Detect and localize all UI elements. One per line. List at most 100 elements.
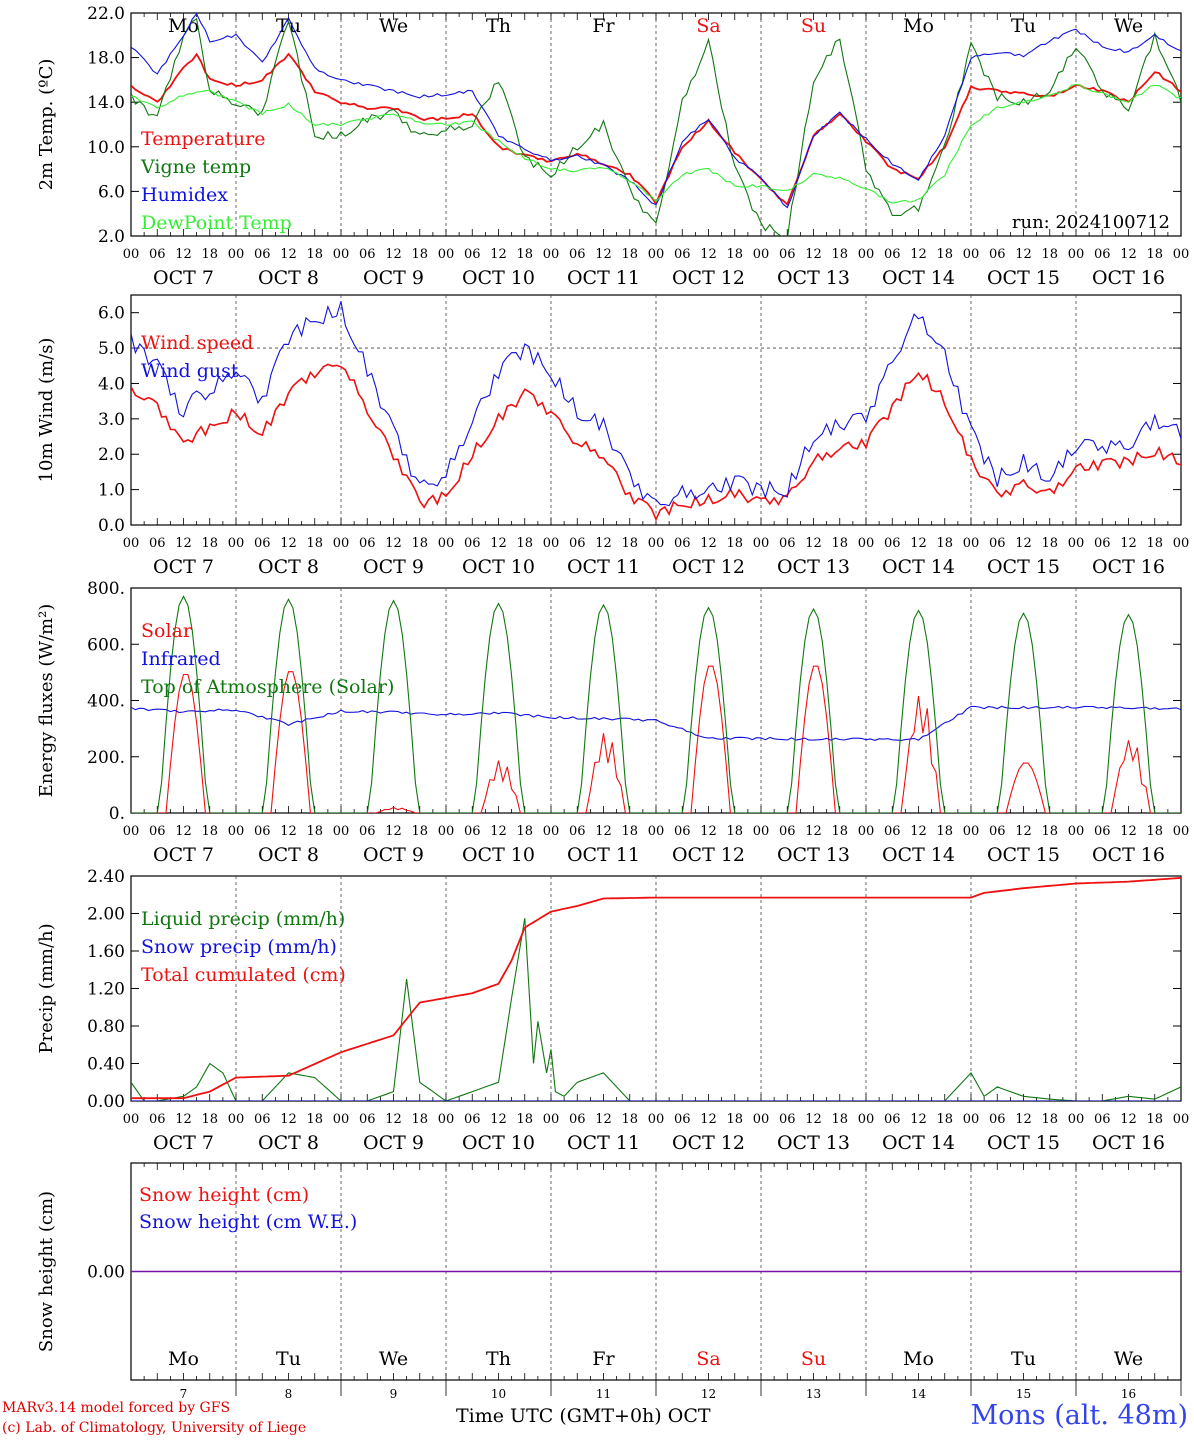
date-label: OCT 13 xyxy=(777,844,850,866)
y-axis-label: Energy fluxes (W/m²) xyxy=(36,604,57,798)
series-line-top-of-atmosphere-solar- xyxy=(131,595,1181,813)
hour-tick-label: 06 xyxy=(464,1112,481,1127)
legend-entry: Total cumulated (cm) xyxy=(141,964,346,986)
hour-tick-label: 06 xyxy=(464,247,481,262)
weekday-label: We xyxy=(379,1348,408,1370)
hour-tick-label: 06 xyxy=(674,824,691,839)
hour-tick-label: 06 xyxy=(464,536,481,551)
hour-tick-label: 12 xyxy=(1120,536,1137,551)
hour-tick-label: 00 xyxy=(963,247,980,262)
hour-tick-label: 00 xyxy=(1068,1112,1085,1127)
weekday-label: Mo xyxy=(903,15,934,37)
hour-tick-label: 06 xyxy=(359,247,376,262)
weekday-label: Mo xyxy=(168,15,199,37)
legend-entry: Snow height (cm) xyxy=(139,1184,309,1206)
y-axis-label: Snow height (cm) xyxy=(36,1191,57,1352)
date-label: OCT 11 xyxy=(567,556,640,578)
date-label: OCT 12 xyxy=(672,1132,745,1154)
hour-tick-label: 00 xyxy=(858,824,875,839)
date-label: OCT 12 xyxy=(672,267,745,289)
hour-tick-label: 00 xyxy=(1173,247,1190,262)
day-number-label: 7 xyxy=(180,1387,188,1401)
legend-entry: Humidex xyxy=(141,184,228,206)
hour-tick-label: 00 xyxy=(648,536,665,551)
lab-credit: (c) Lab. of Climatology, University of L… xyxy=(2,1420,307,1436)
hour-tick-label: 00 xyxy=(1068,247,1085,262)
hour-tick-label: 18 xyxy=(1041,1112,1058,1127)
y-tick-label: 1.60 xyxy=(87,942,125,962)
hour-tick-label: 00 xyxy=(858,536,875,551)
hour-tick-label: 12 xyxy=(490,536,507,551)
day-number-label: 8 xyxy=(285,1387,293,1401)
hour-tick-label: 18 xyxy=(516,536,533,551)
hour-tick-label: 12 xyxy=(910,1112,927,1127)
y-tick-label: 400. xyxy=(87,692,125,712)
hour-tick-label: 00 xyxy=(543,824,560,839)
hour-tick-label: 18 xyxy=(1041,824,1058,839)
hour-tick-label: 18 xyxy=(1146,536,1163,551)
day-number-label: 10 xyxy=(491,1387,506,1401)
hour-tick-label: 18 xyxy=(831,824,848,839)
hour-tick-label: 06 xyxy=(149,824,166,839)
series-line-infrared xyxy=(131,705,1181,741)
y-tick-label: 5.0 xyxy=(98,339,125,359)
date-label: OCT 16 xyxy=(1092,1132,1165,1154)
series-line-liquid-precip-mm-h- xyxy=(131,918,1181,1101)
hour-tick-label: 00 xyxy=(543,536,560,551)
hour-tick-label: 00 xyxy=(333,247,350,262)
hour-tick-label: 12 xyxy=(700,824,717,839)
y-tick-label: 0.00 xyxy=(87,1263,125,1283)
hour-tick-label: 12 xyxy=(490,824,507,839)
hour-tick-label: 18 xyxy=(831,536,848,551)
hour-tick-label: 06 xyxy=(359,1112,376,1127)
hour-tick-label: 06 xyxy=(674,1112,691,1127)
y-tick-label: 10.0 xyxy=(87,138,125,158)
hour-tick-label: 18 xyxy=(831,1112,848,1127)
hour-tick-label: 12 xyxy=(490,247,507,262)
run-label: run: 2024100712 xyxy=(1012,212,1170,233)
date-label: OCT 16 xyxy=(1092,844,1165,866)
y-tick-label: 2.40 xyxy=(87,867,125,887)
weekday-label: Tu xyxy=(276,1348,301,1370)
weekday-label: Tu xyxy=(1011,1348,1036,1370)
date-label: OCT 7 xyxy=(153,556,214,578)
y-tick-label: 0.0 xyxy=(98,516,125,536)
hour-tick-label: 12 xyxy=(805,536,822,551)
hour-tick-label: 06 xyxy=(254,536,271,551)
hour-tick-label: 06 xyxy=(149,536,166,551)
hour-tick-label: 06 xyxy=(884,824,901,839)
hour-tick-label: 00 xyxy=(543,247,560,262)
hour-tick-label: 00 xyxy=(333,536,350,551)
hour-tick-label: 12 xyxy=(175,536,192,551)
hour-tick-label: 18 xyxy=(726,247,743,262)
y-tick-label: 18.0 xyxy=(87,49,125,69)
legend-entry: Infrared xyxy=(141,648,221,670)
day-number-label: 11 xyxy=(596,1387,611,1401)
hour-tick-label: 00 xyxy=(438,1112,455,1127)
weekday-label: Fr xyxy=(592,1348,615,1370)
date-label: OCT 8 xyxy=(258,844,319,866)
hour-tick-label: 18 xyxy=(1146,1112,1163,1127)
hour-tick-label: 18 xyxy=(936,1112,953,1127)
hour-tick-label: 06 xyxy=(569,247,586,262)
hour-tick-label: 18 xyxy=(726,824,743,839)
date-label: OCT 7 xyxy=(153,844,214,866)
hour-tick-label: 12 xyxy=(910,824,927,839)
hour-tick-label: 12 xyxy=(595,536,612,551)
y-tick-label: 14.0 xyxy=(87,93,125,113)
date-label: OCT 15 xyxy=(987,844,1060,866)
series-line-solar xyxy=(131,665,1181,813)
hour-tick-label: 00 xyxy=(753,824,770,839)
weekday-label: Su xyxy=(801,1348,826,1370)
weekday-label: Sa xyxy=(696,15,720,37)
hour-tick-label: 00 xyxy=(963,536,980,551)
date-label: OCT 14 xyxy=(882,844,955,866)
hour-tick-label: 06 xyxy=(149,247,166,262)
hour-tick-label: 00 xyxy=(1173,824,1190,839)
hour-tick-label: 12 xyxy=(1120,1112,1137,1127)
hour-tick-label: 06 xyxy=(884,1112,901,1127)
hour-tick-label: 18 xyxy=(1041,247,1058,262)
hour-tick-label: 18 xyxy=(1146,247,1163,262)
day-number-label: 13 xyxy=(806,1387,821,1401)
hour-tick-label: 12 xyxy=(385,247,402,262)
